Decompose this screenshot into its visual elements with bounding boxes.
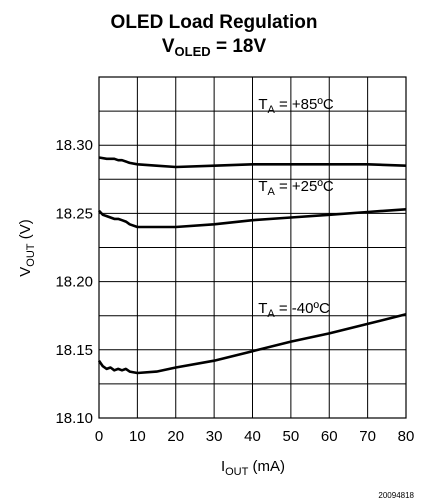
series-label-85c: TA = +85ºC <box>258 96 334 116</box>
x-tick-label: 0 <box>95 428 103 445</box>
series-group <box>97 156 407 375</box>
x-tick-labels: 0 10 20 30 40 50 60 70 80 <box>95 428 415 445</box>
y-tick-label: 18.10 <box>55 410 93 427</box>
y-tick-label: 18.25 <box>55 205 93 222</box>
x-tick-label: 30 <box>206 428 223 445</box>
x-tick-label: 80 <box>398 428 415 445</box>
chart-title-line1: OLED Load Regulation <box>111 12 318 33</box>
x-tick-label: 60 <box>321 428 338 445</box>
grid <box>99 77 406 418</box>
series-line-25c <box>98 208 407 229</box>
series-line-minus40c <box>97 313 407 375</box>
x-tick-label: 20 <box>167 428 184 445</box>
figure-id: 20094818 <box>378 491 414 500</box>
x-tick-label: 40 <box>244 428 261 445</box>
series-label-25c: TA = +25ºC <box>258 178 334 198</box>
x-tick-label: 70 <box>359 428 376 445</box>
series-line-85c <box>98 156 407 169</box>
y-tick-label: 18.20 <box>55 274 93 291</box>
y-tick-label: 18.30 <box>55 137 93 154</box>
chart-title-line2: VOLED = 18V <box>162 36 267 59</box>
x-tick-label: 50 <box>283 428 300 445</box>
x-axis-label: IOUT (mA) <box>221 458 285 478</box>
y-tick-labels: 18.10 18.15 18.20 18.25 18.30 <box>55 137 93 427</box>
plot-frame <box>98 76 407 419</box>
series-label-minus40c: TA = -40ºC <box>258 300 330 320</box>
x-tick-label: 10 <box>129 428 146 445</box>
y-axis-label: VOUT (V) <box>17 219 37 276</box>
y-tick-label: 18.15 <box>55 342 93 359</box>
